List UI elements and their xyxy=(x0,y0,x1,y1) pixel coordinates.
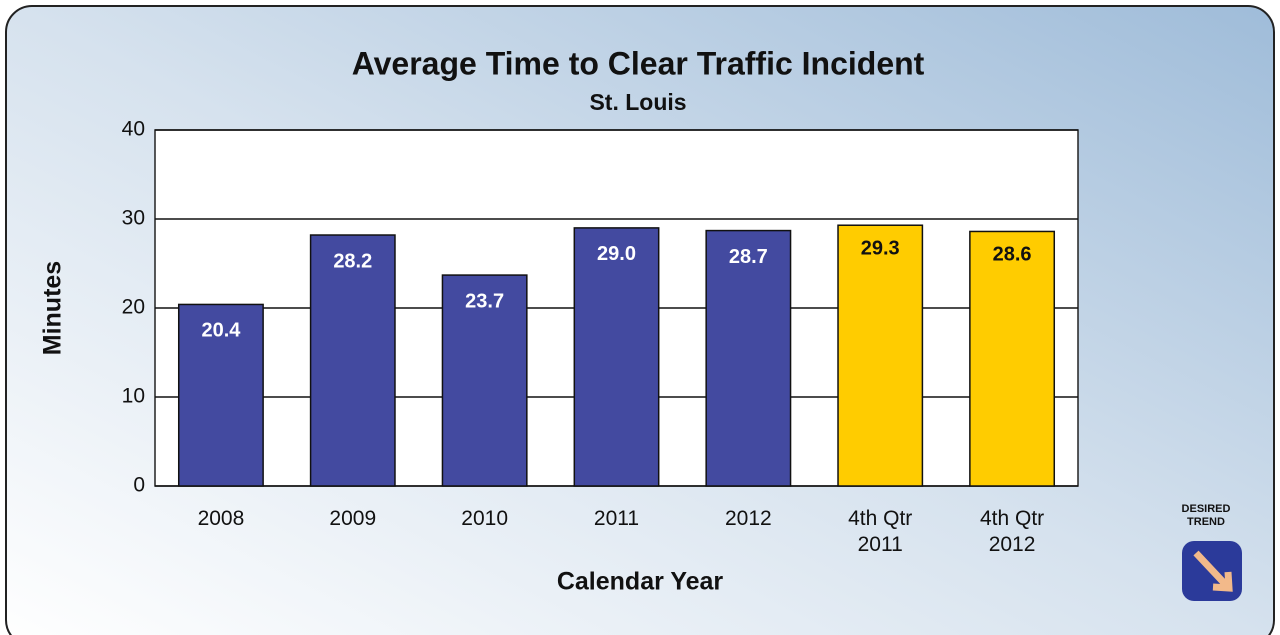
y-tick-label: 10 xyxy=(122,385,145,408)
value-label: 29.0 xyxy=(597,243,636,265)
x-tick-label: 2012 xyxy=(724,507,772,530)
bar xyxy=(705,229,792,487)
value-label: 28.6 xyxy=(993,244,1032,266)
x-tick-label: 2008 xyxy=(197,507,245,530)
x-tick-label: 2011 xyxy=(593,507,640,530)
y-tick-label: 20 xyxy=(122,296,145,319)
x-tick-label: 2010 xyxy=(461,507,508,530)
bar xyxy=(837,224,924,487)
bar xyxy=(309,234,396,487)
value-label: 29.3 xyxy=(861,238,900,260)
bar xyxy=(573,227,660,487)
x-tick-label: 4th Qtr 2012 xyxy=(979,507,1045,556)
x-tick-label: 2009 xyxy=(329,507,377,530)
value-label: 20.4 xyxy=(201,320,241,342)
value-label: 23.7 xyxy=(465,290,504,312)
chart-title: Average Time to Clear Traffic Incident xyxy=(352,45,925,81)
bar xyxy=(969,230,1056,487)
x-tick-label: 4th Qtr 2011 xyxy=(848,507,913,556)
desired-trend-label: DESIRED TREND xyxy=(1181,503,1231,528)
trend-arrow xyxy=(1193,550,1233,592)
value-label: 28.7 xyxy=(729,246,768,268)
chart-subtitle: St. Louis xyxy=(589,89,686,115)
bar xyxy=(177,303,264,487)
y-axis-title: Minutes xyxy=(39,261,67,355)
value-label: 28.2 xyxy=(333,250,372,272)
bar xyxy=(441,274,528,487)
y-tick-label: 0 xyxy=(133,474,145,497)
y-tick-label: 40 xyxy=(122,118,145,141)
y-tick-label: 30 xyxy=(122,207,145,230)
x-axis-title: Calendar Year xyxy=(557,568,724,596)
